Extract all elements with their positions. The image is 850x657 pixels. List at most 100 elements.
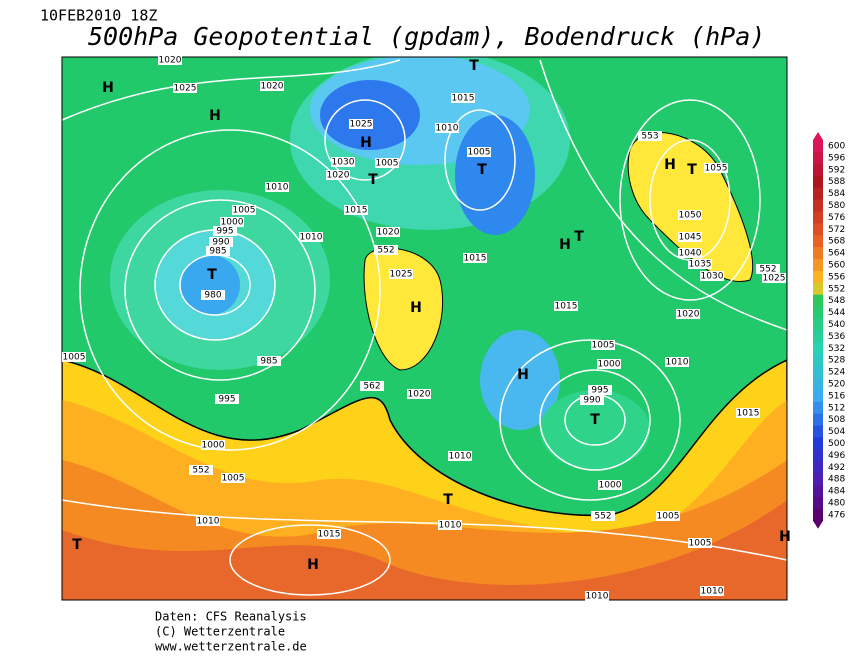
isobar-label: 1040 (679, 249, 702, 259)
isobar-label: 1005 (689, 539, 712, 549)
isobar-label: 1005 (222, 474, 245, 484)
colorbar-cell (813, 223, 823, 236)
isobar-label: 562 (363, 382, 380, 392)
isobar-label-bg (656, 511, 680, 521)
date: 10FEB2010 18Z (40, 7, 157, 25)
isobar-label-bg (598, 480, 622, 490)
pressure-center: T (368, 172, 378, 188)
footer-copyright: (C) Wetterzentrale (155, 625, 285, 639)
isobar-label: 1010 (449, 452, 472, 462)
isobar-label-bg (665, 357, 689, 367)
isobar-label-bg (213, 226, 237, 236)
map (62, 57, 787, 600)
colorbar-cell (813, 508, 823, 522)
isobar-label: 1010 (300, 233, 323, 243)
colorbar-label: 484 (828, 487, 845, 497)
isobar-label: 1020 (677, 310, 700, 320)
colorbar-label: 596 (828, 153, 845, 163)
colorbar-cell (813, 473, 823, 486)
isobar-label-bg (678, 232, 702, 242)
isobar-label: 980 (204, 291, 221, 301)
isobar-label-bg (232, 205, 256, 215)
isobar-label: 1005 (468, 148, 491, 158)
pressure-center: H (559, 237, 571, 253)
colorbar-label: 480 (828, 498, 845, 508)
isobar-label-bg (736, 408, 760, 418)
pressure-center: H (410, 300, 422, 316)
footer-source: Daten: CFS Reanalysis (155, 610, 307, 624)
isobar-label: 1035 (689, 260, 712, 270)
isobar-label: 1020 (327, 171, 350, 181)
pressure-center: H (517, 367, 529, 383)
isobar-label: 1030 (332, 158, 355, 168)
field (480, 330, 560, 430)
isobar-label: 1000 (202, 441, 225, 451)
isobar-label-bg (206, 246, 230, 256)
pressure-center: T (590, 412, 600, 428)
colorbar-label: 536 (828, 332, 845, 342)
isobar-label-bg (704, 163, 728, 173)
ridge (363, 247, 444, 371)
colorbar-cell (813, 259, 823, 272)
colorbar-cell (813, 485, 823, 498)
isobar-label-bg (389, 269, 413, 279)
isobar-label-bg (265, 182, 289, 192)
colorbar-cell (813, 282, 823, 296)
colorbar-cell (813, 235, 823, 248)
isobar-label: 1045 (679, 233, 702, 243)
isobar-label-bg (580, 395, 604, 405)
colorbar-label: 560 (828, 260, 845, 270)
isobar-label-bg (189, 465, 213, 475)
pressure-center: T (687, 162, 697, 178)
isobar-label: 1000 (598, 360, 621, 370)
isobar-label: 1020 (159, 56, 182, 66)
isobar-label: 1025 (350, 120, 373, 130)
title: 500hPa Geopotential (gpdam), Bodendruck … (88, 22, 765, 51)
isobar-label-bg (376, 227, 400, 237)
colorbar-cell (813, 389, 823, 403)
isobar-label-bg (591, 340, 615, 350)
colorbar-cell (813, 318, 823, 331)
colorbar-cell (813, 175, 823, 189)
isobar-label-bg (62, 352, 86, 362)
colorbar-label: 516 (828, 391, 845, 401)
colorbar-cell (813, 437, 823, 450)
isobar-label: 1000 (221, 218, 244, 228)
isobar-label-bg (257, 356, 281, 366)
isobar-label: 1010 (197, 517, 220, 527)
isobar-label: 1025 (174, 84, 197, 94)
footer-url: www.wetterzentrale.de (155, 640, 307, 654)
isobar-label: 552 (594, 512, 611, 522)
colorbar-label: 540 (828, 320, 845, 330)
pressure-center: T (477, 162, 487, 178)
colorbar-cell (813, 449, 823, 462)
isobar-label: 1010 (436, 124, 459, 134)
colorbar-label: 572 (828, 225, 845, 235)
isobar-label: 1010 (701, 587, 724, 597)
colorbar-label: 568 (828, 237, 845, 247)
isobar-label-bg (344, 205, 368, 215)
isobar-label: 1020 (377, 228, 400, 238)
isobar-label: 1020 (408, 390, 431, 400)
isobar-label-bg (554, 301, 578, 311)
isobar-label-bg (700, 271, 724, 281)
pressure-center: T (574, 229, 584, 245)
ridge (627, 132, 754, 282)
colorbar-label: 476 (828, 510, 845, 520)
pressure-center: H (307, 557, 319, 573)
isobar-label-bg (260, 81, 284, 91)
isobar-label: 1010 (666, 358, 689, 368)
colorbar-cell (813, 151, 823, 165)
isobar-label-bg (588, 385, 612, 395)
colorbar-label: 600 (828, 141, 845, 151)
colorbar-cell (813, 294, 823, 308)
colorbar-label: 588 (828, 177, 845, 187)
field (455, 115, 535, 235)
isobar-label-bg (375, 158, 399, 168)
colorbar-label: 564 (828, 249, 845, 259)
isobar-label-bg (215, 394, 239, 404)
colorbar-label: 580 (828, 201, 845, 211)
pressure-center: T (469, 58, 479, 74)
colorbar-cell (813, 199, 823, 212)
